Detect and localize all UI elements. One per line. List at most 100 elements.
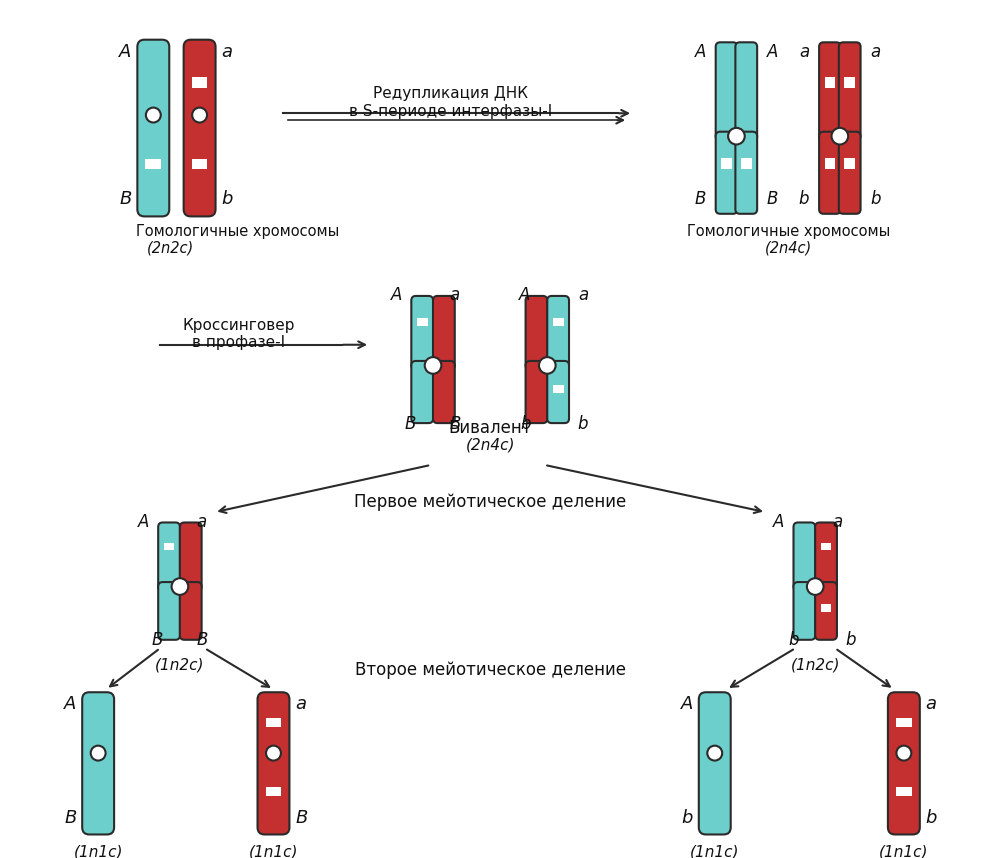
Text: a: a — [870, 43, 880, 61]
FancyBboxPatch shape — [183, 39, 215, 216]
FancyBboxPatch shape — [815, 523, 836, 591]
Text: (2n4c): (2n4c) — [765, 241, 812, 256]
Bar — [740, 158, 750, 170]
FancyBboxPatch shape — [525, 296, 547, 370]
FancyBboxPatch shape — [838, 131, 860, 214]
Text: b: b — [577, 414, 588, 432]
Text: B: B — [151, 631, 163, 650]
Circle shape — [806, 578, 823, 595]
Circle shape — [831, 128, 848, 144]
FancyBboxPatch shape — [137, 39, 169, 216]
FancyBboxPatch shape — [819, 42, 840, 141]
FancyBboxPatch shape — [547, 361, 568, 423]
Bar — [266, 718, 282, 727]
Text: B: B — [449, 414, 461, 432]
Text: A: A — [64, 695, 76, 713]
FancyBboxPatch shape — [82, 692, 114, 835]
Text: Бивалент: Бивалент — [448, 420, 531, 438]
Bar — [824, 158, 835, 170]
Text: b: b — [221, 190, 232, 208]
FancyBboxPatch shape — [819, 131, 840, 214]
Bar — [552, 385, 563, 393]
Text: a: a — [295, 695, 306, 713]
Text: A: A — [773, 513, 784, 531]
Text: b: b — [798, 190, 809, 208]
Bar — [720, 158, 731, 170]
Circle shape — [424, 357, 441, 374]
Text: Гомологичные хромосомы: Гомологичные хромосомы — [686, 224, 890, 239]
Text: a: a — [831, 513, 842, 531]
Bar — [163, 542, 174, 550]
Bar — [191, 77, 207, 88]
FancyBboxPatch shape — [433, 296, 454, 370]
Circle shape — [145, 107, 160, 123]
Text: в S-периоде интерфазы-I: в S-периоде интерфазы-I — [349, 104, 552, 118]
Text: (1n1c): (1n1c) — [878, 844, 928, 858]
Text: (1n2c): (1n2c) — [790, 657, 839, 673]
Bar — [844, 158, 855, 170]
Text: a: a — [196, 513, 206, 531]
Text: A: A — [119, 43, 131, 61]
FancyBboxPatch shape — [715, 131, 736, 214]
Bar — [824, 77, 835, 88]
Text: a: a — [577, 287, 587, 305]
FancyBboxPatch shape — [698, 692, 730, 835]
Text: B: B — [64, 808, 76, 826]
Bar — [191, 159, 207, 169]
FancyBboxPatch shape — [411, 361, 433, 423]
FancyBboxPatch shape — [793, 523, 815, 591]
Text: B: B — [119, 190, 131, 208]
FancyBboxPatch shape — [411, 296, 433, 370]
Bar — [895, 788, 911, 795]
Text: b: b — [788, 631, 798, 650]
Bar — [844, 77, 855, 88]
Text: b: b — [520, 414, 530, 432]
Text: a: a — [221, 43, 232, 61]
Text: B: B — [767, 190, 778, 208]
Text: (2n4c): (2n4c) — [465, 438, 514, 453]
Text: A: A — [693, 43, 705, 61]
Text: a: a — [925, 695, 936, 713]
Text: b: b — [845, 631, 856, 650]
FancyBboxPatch shape — [433, 361, 454, 423]
Text: (1n1c): (1n1c) — [73, 844, 123, 858]
FancyBboxPatch shape — [815, 582, 836, 640]
Circle shape — [706, 746, 721, 760]
Text: b: b — [925, 808, 936, 826]
FancyBboxPatch shape — [158, 582, 179, 640]
Text: b: b — [681, 808, 692, 826]
FancyBboxPatch shape — [793, 582, 815, 640]
Text: A: A — [391, 287, 402, 305]
Text: b: b — [870, 190, 880, 208]
Bar — [266, 788, 282, 795]
Text: B: B — [405, 414, 416, 432]
FancyBboxPatch shape — [734, 42, 757, 141]
Circle shape — [171, 578, 188, 595]
FancyBboxPatch shape — [179, 523, 201, 591]
Circle shape — [896, 746, 911, 760]
Bar — [820, 542, 831, 550]
FancyBboxPatch shape — [525, 361, 547, 423]
FancyBboxPatch shape — [734, 131, 757, 214]
Circle shape — [192, 107, 206, 123]
FancyBboxPatch shape — [258, 692, 290, 835]
Text: Редупликация ДНК: Редупликация ДНК — [373, 86, 528, 101]
Text: A: A — [519, 287, 530, 305]
Bar — [820, 604, 831, 612]
Circle shape — [727, 128, 744, 144]
Circle shape — [266, 746, 281, 760]
Text: a: a — [449, 287, 460, 305]
Text: (1n1c): (1n1c) — [689, 844, 738, 858]
Text: (1n1c): (1n1c) — [248, 844, 298, 858]
Text: B: B — [196, 631, 207, 650]
Text: Первое мейотическое деление: Первое мейотическое деление — [354, 493, 625, 511]
Text: (2n2c): (2n2c) — [146, 241, 193, 256]
Bar — [895, 718, 911, 727]
Text: A: A — [680, 695, 692, 713]
Bar — [145, 159, 161, 169]
FancyBboxPatch shape — [887, 692, 919, 835]
Text: B: B — [693, 190, 705, 208]
Text: в профазе-I: в профазе-I — [192, 335, 286, 350]
Text: B: B — [295, 808, 308, 826]
Text: Второе мейотическое деление: Второе мейотическое деление — [355, 661, 625, 679]
